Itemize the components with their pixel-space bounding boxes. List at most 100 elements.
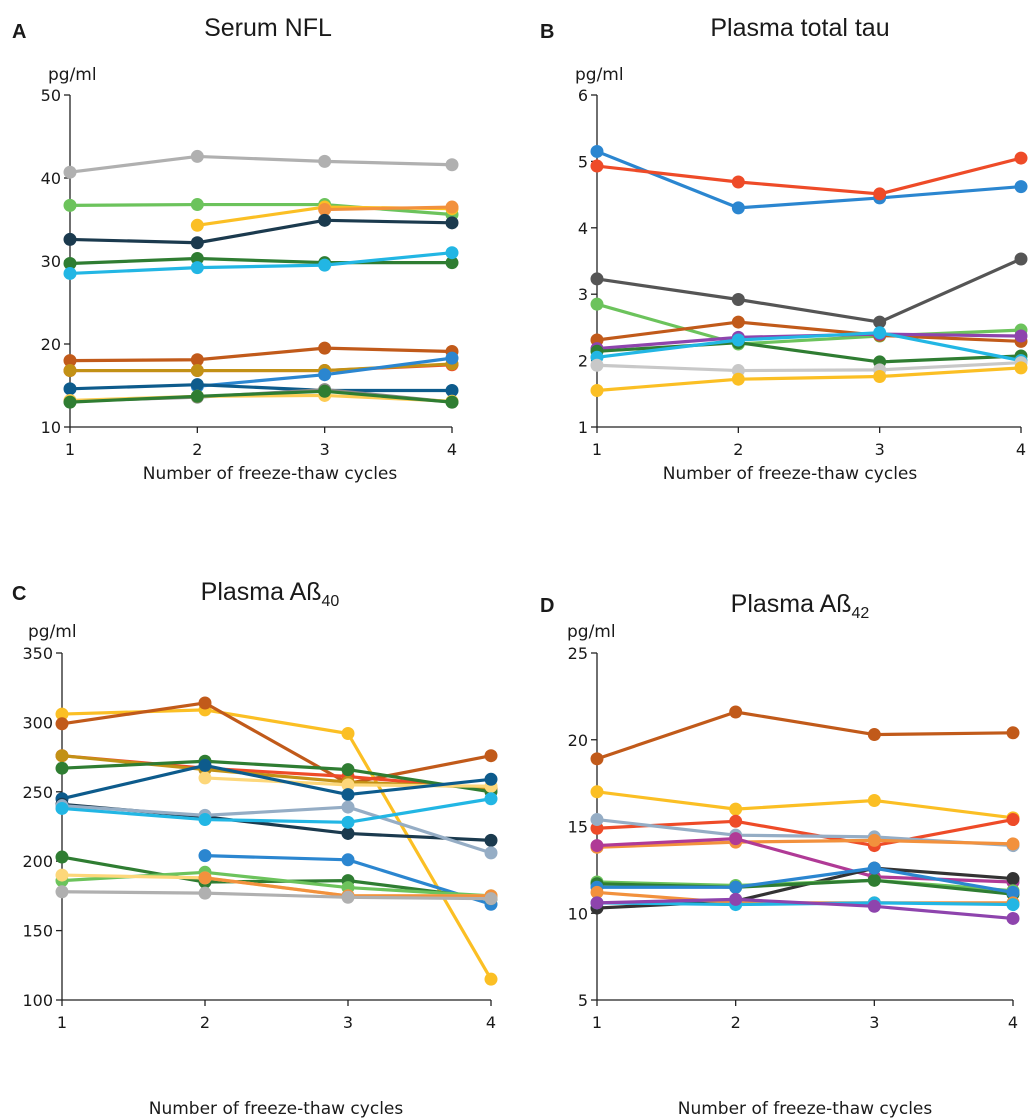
x-tick-label: 3 <box>869 1013 879 1032</box>
panel-title-subscript: 40 <box>322 593 340 610</box>
data-point <box>590 839 604 853</box>
data-point <box>318 154 332 168</box>
series-line-group <box>590 813 1020 853</box>
data-point <box>1014 252 1028 266</box>
y-tick-label: 10 <box>568 904 588 923</box>
series-line <box>596 331 1022 363</box>
data-point <box>190 149 204 163</box>
y-tick-label: 50 <box>41 86 61 105</box>
series-line <box>69 256 452 266</box>
data-point <box>590 144 604 158</box>
series-line-group <box>55 696 498 790</box>
series-line <box>596 302 1022 346</box>
data-point <box>190 364 204 378</box>
panel-title-subscript: 42 <box>852 605 870 622</box>
data-point <box>729 832 743 846</box>
data-point <box>198 758 212 772</box>
data-point <box>590 752 604 766</box>
data-point <box>873 315 887 329</box>
data-point <box>198 849 212 863</box>
series-line <box>596 838 1014 849</box>
series-line <box>61 797 492 824</box>
data-point <box>484 972 498 986</box>
series-line-group <box>63 378 459 397</box>
data-point <box>590 159 604 173</box>
data-point <box>445 246 459 260</box>
series-line <box>69 346 453 363</box>
series-line-group <box>590 252 1028 329</box>
y-tick-label: 20 <box>568 731 588 750</box>
series-line <box>596 878 1014 896</box>
panel-title-text: Plasma Aß <box>731 590 852 618</box>
data-point <box>590 297 604 311</box>
series-line <box>596 320 1022 343</box>
data-point <box>445 383 459 397</box>
data-point <box>873 370 887 384</box>
data-point <box>63 395 77 409</box>
data-point <box>867 873 881 887</box>
x-tick-label: 1 <box>592 440 602 459</box>
series-line <box>596 360 1022 373</box>
data-point <box>341 853 355 867</box>
data-point <box>55 885 69 899</box>
y-tick-label: 15 <box>568 818 588 837</box>
data-point <box>1006 872 1020 886</box>
data-point <box>190 353 204 367</box>
series-line-group <box>55 792 498 829</box>
data-point <box>484 749 498 763</box>
data-point <box>55 761 69 775</box>
data-point <box>445 200 459 214</box>
panel-a: A Serum NFL pg/ml 10 20 30 40 50 1 2 3 4 Number of f… <box>12 14 459 484</box>
series-line <box>69 154 453 174</box>
data-point <box>341 890 355 904</box>
x-tick-label: 2 <box>192 440 202 459</box>
data-point <box>590 358 604 372</box>
series-line-group <box>590 785 1020 825</box>
series-line-group <box>590 144 1028 215</box>
data-point <box>341 763 355 777</box>
y-tick-label: 40 <box>41 169 61 188</box>
data-point <box>341 727 355 741</box>
y-tick-label: 20 <box>41 335 61 354</box>
panel-title: Plasma Aß42 <box>731 590 870 622</box>
x-tick-label: 1 <box>65 440 75 459</box>
data-point <box>445 158 459 172</box>
data-point <box>63 354 77 368</box>
series-line-group <box>55 885 498 906</box>
y-tick-label: 10 <box>41 418 61 437</box>
x-tick-label: 4 <box>1008 1013 1018 1032</box>
data-point <box>318 203 332 217</box>
data-point <box>484 772 498 786</box>
x-tick-label: 1 <box>592 1013 602 1032</box>
panel-title-text: Plasma Aß <box>201 578 322 606</box>
x-tick-label: 2 <box>733 440 743 459</box>
data-point <box>55 868 69 882</box>
series-line <box>596 149 1022 210</box>
panel-title-text: Plasma total tau <box>710 14 889 42</box>
data-point <box>1006 885 1020 899</box>
unit-label: pg/ml <box>28 622 77 642</box>
data-point <box>190 218 204 232</box>
data-point <box>190 252 204 266</box>
series-line <box>596 366 1022 393</box>
data-point <box>63 266 77 280</box>
data-point <box>190 261 204 275</box>
data-point <box>318 368 332 382</box>
data-point <box>590 885 604 899</box>
data-point <box>63 256 77 270</box>
series-line <box>61 763 492 801</box>
data-point <box>318 341 332 355</box>
series-line <box>597 866 1014 895</box>
series-line <box>596 156 1022 196</box>
x-tick-label: 1 <box>57 1013 67 1032</box>
panel-c: C Plasma Aß40 pg/ml 100 150 200 250 300 350 1 2 3 4 N… <box>12 578 498 1119</box>
panel-letter: A <box>12 21 26 43</box>
data-point <box>341 815 355 829</box>
x-tick-label: 4 <box>447 440 457 459</box>
data-point <box>731 315 745 329</box>
y-tick-label: 1 <box>578 418 588 437</box>
series-line-group <box>55 703 498 986</box>
data-point <box>55 707 69 721</box>
panel-letter: D <box>540 595 554 617</box>
data-point <box>1006 726 1020 740</box>
